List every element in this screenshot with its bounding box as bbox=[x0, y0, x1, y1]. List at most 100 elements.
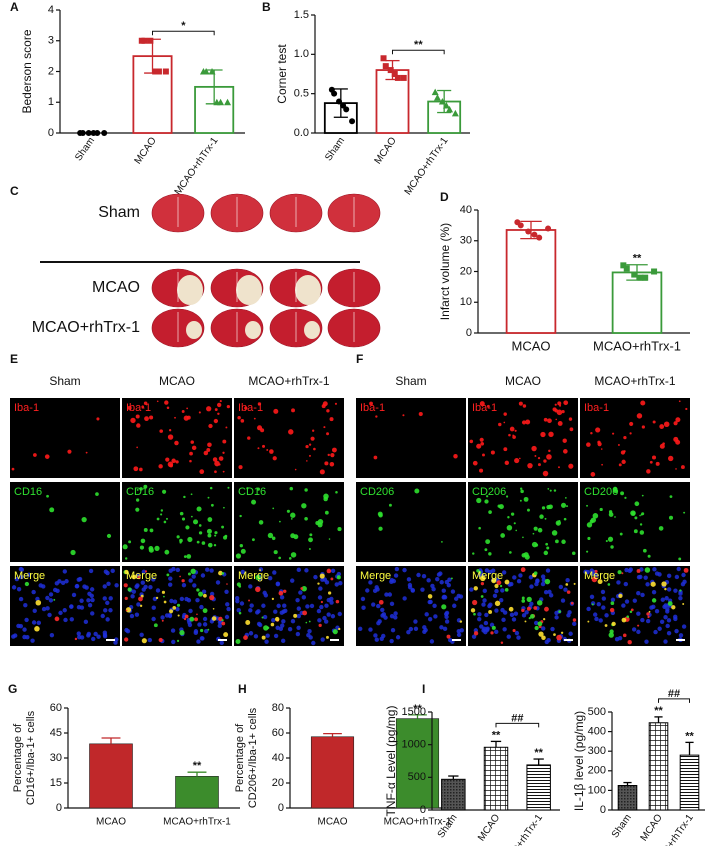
nucleus bbox=[124, 627, 129, 633]
nucleus bbox=[499, 597, 504, 603]
nucleus bbox=[450, 589, 456, 594]
cell-signal bbox=[548, 449, 551, 453]
cell-signal bbox=[203, 593, 207, 598]
column-label: MCAO bbox=[505, 374, 541, 388]
cell-signal bbox=[545, 542, 549, 546]
cell-signal bbox=[504, 460, 509, 466]
panel-letter: B bbox=[262, 0, 271, 14]
cell-signal bbox=[622, 633, 627, 638]
cell-signal bbox=[560, 631, 564, 634]
cell-signal bbox=[125, 609, 128, 612]
cell-signal bbox=[568, 417, 573, 421]
nucleus bbox=[264, 639, 269, 644]
significance: ** bbox=[654, 705, 663, 717]
cell-signal bbox=[187, 536, 193, 543]
nucleus bbox=[632, 598, 638, 603]
cell-signal bbox=[211, 616, 217, 621]
cell-signal bbox=[605, 539, 608, 543]
cell-signal bbox=[669, 495, 673, 499]
cell-signal bbox=[196, 588, 200, 592]
nucleus bbox=[413, 619, 418, 624]
cell-signal bbox=[224, 534, 228, 538]
cell-signal bbox=[573, 582, 576, 585]
nucleus bbox=[96, 634, 101, 639]
nucleus bbox=[511, 617, 517, 622]
nucleus bbox=[280, 638, 286, 644]
cell-signal bbox=[469, 439, 474, 444]
nucleus bbox=[424, 612, 429, 617]
cell-signal bbox=[271, 536, 276, 541]
nucleus bbox=[360, 596, 366, 602]
cell-signal bbox=[124, 569, 129, 575]
data-point bbox=[442, 101, 450, 109]
cell-signal bbox=[179, 575, 181, 578]
nucleus bbox=[421, 573, 427, 579]
cell-signal bbox=[548, 431, 554, 438]
nucleus bbox=[596, 601, 601, 607]
cell-signal bbox=[540, 431, 546, 438]
cell-signal bbox=[174, 416, 176, 419]
cell-signal bbox=[553, 489, 557, 492]
cell-signal bbox=[543, 550, 549, 556]
cell-signal bbox=[176, 639, 180, 642]
nucleus bbox=[482, 598, 487, 603]
cell-signal bbox=[223, 506, 225, 509]
nucleus bbox=[136, 602, 141, 607]
nucleus bbox=[456, 632, 462, 638]
cell-signal bbox=[305, 621, 308, 624]
y-tick-label: 0.0 bbox=[294, 127, 309, 139]
y-tick-label: 15 bbox=[50, 777, 62, 789]
nucleus bbox=[324, 580, 330, 585]
nucleus bbox=[89, 587, 95, 592]
cell-signal bbox=[247, 436, 251, 440]
y-axis-label: TNF-α Level (pg/mg) bbox=[384, 706, 398, 817]
nucleus bbox=[494, 629, 499, 635]
significance: ## bbox=[511, 712, 523, 724]
cell-signal bbox=[207, 628, 210, 631]
nucleus bbox=[666, 573, 672, 579]
cell-signal bbox=[53, 598, 56, 601]
cell-signal bbox=[494, 600, 501, 607]
bar bbox=[505, 229, 557, 334]
cell-signal bbox=[503, 421, 506, 424]
nucleus bbox=[616, 580, 621, 585]
y-tick-label: 20 bbox=[460, 265, 472, 277]
nucleus bbox=[19, 567, 25, 572]
bracket bbox=[152, 30, 215, 36]
nucleus bbox=[301, 595, 307, 600]
cell-signal bbox=[130, 417, 136, 424]
nucleus bbox=[48, 592, 54, 597]
nucleus bbox=[529, 601, 534, 606]
cell-signal bbox=[289, 486, 294, 491]
x-tick-label: MCAO+rhTrx-1 bbox=[173, 135, 221, 197]
cell-signal bbox=[522, 404, 527, 408]
cell-signal bbox=[663, 421, 670, 428]
cell-signal bbox=[207, 533, 212, 538]
cell-signal bbox=[604, 624, 608, 627]
cell-signal bbox=[141, 638, 147, 644]
cell-signal bbox=[618, 593, 623, 598]
cell-signal bbox=[441, 541, 443, 543]
nucleus bbox=[481, 602, 486, 607]
cell-signal bbox=[667, 601, 673, 606]
row-label: MCAO bbox=[92, 279, 140, 296]
cell-signal bbox=[476, 497, 482, 504]
nucleus bbox=[235, 595, 240, 601]
cell-signal bbox=[139, 487, 143, 491]
cell-signal bbox=[414, 488, 420, 494]
cell-signal bbox=[165, 457, 170, 462]
cell-signal bbox=[323, 426, 326, 429]
cell-signal bbox=[212, 607, 215, 610]
nucleus bbox=[377, 619, 382, 624]
y-tick-label: 20 bbox=[272, 777, 284, 789]
nucleus bbox=[77, 635, 82, 640]
nucleus bbox=[100, 613, 105, 619]
nucleus bbox=[566, 613, 571, 618]
cell-signal bbox=[599, 507, 603, 512]
cell-signal bbox=[141, 405, 145, 409]
cell-signal bbox=[505, 495, 509, 498]
nucleus bbox=[217, 623, 222, 629]
cell-signal bbox=[504, 587, 509, 592]
nucleus bbox=[540, 581, 546, 587]
nucleus bbox=[426, 578, 431, 583]
